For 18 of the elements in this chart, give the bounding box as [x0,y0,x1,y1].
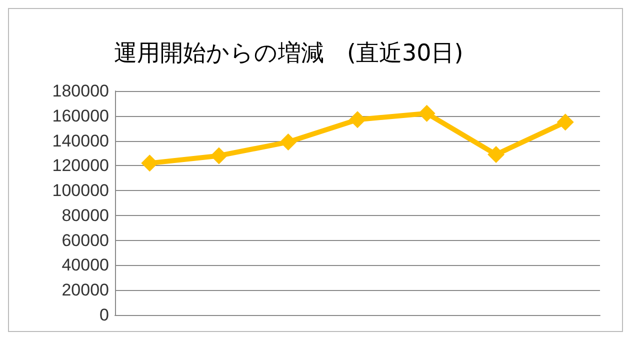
point [488,146,505,163]
point [141,154,158,172]
y-tick-label: 160000 [52,106,109,126]
point [418,104,436,122]
y-tick-label: 140000 [52,131,109,150]
point [349,111,366,128]
point [280,134,297,151]
y-tick-label: 180000 [52,82,109,100]
y-tick-label: 60000 [62,230,109,250]
chart-title: 運用開始からの増減 (直近30日) [114,40,464,66]
y-tick-label: 100000 [52,181,109,200]
y-tick-label: 80000 [62,206,109,225]
y-tick-label: 0 [100,306,109,324]
point [210,147,228,164]
y-tick-label: 120000 [52,156,109,176]
point [556,114,574,131]
y-tick-label: 20000 [62,280,109,300]
y-tick-label: 40000 [62,256,109,275]
